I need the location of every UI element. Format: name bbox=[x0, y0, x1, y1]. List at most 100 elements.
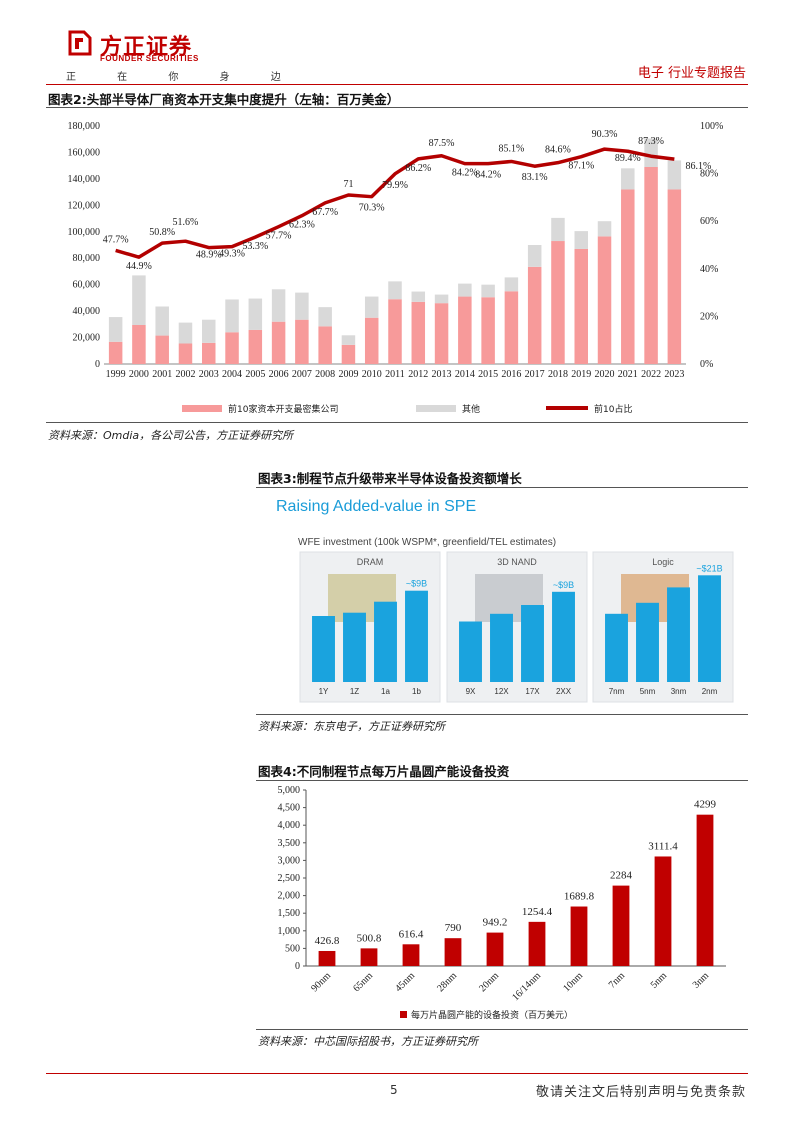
fig4-x-label: 90nm bbox=[309, 970, 333, 994]
y-tick-label: 5,000 bbox=[278, 785, 301, 796]
bar-other bbox=[504, 277, 519, 292]
header-divider bbox=[46, 84, 748, 85]
legend-label-fig4: 每万片晶圆产能的设备投资（百万美元） bbox=[411, 1009, 573, 1021]
bar-other bbox=[411, 291, 426, 302]
bar-other bbox=[178, 322, 193, 344]
right-tick-label: 80% bbox=[700, 169, 718, 180]
brand-name-en: FOUNDER SECURITIES bbox=[100, 54, 199, 63]
share-value-label: 87.5% bbox=[429, 138, 455, 149]
figure4-chart: 426.8 500.8 616.4 790 949.2 1254.4 1689.8 2284 3… bbox=[278, 785, 726, 1021]
bar-top10 bbox=[225, 332, 239, 364]
tel-x-label: 2XX bbox=[556, 687, 572, 696]
bar-other bbox=[108, 317, 123, 342]
panel-0-title: DRAM bbox=[357, 557, 384, 567]
left-tick-label: 120,000 bbox=[68, 200, 101, 211]
share-value-label: 86.1% bbox=[685, 161, 711, 172]
bar-top10 bbox=[621, 189, 635, 364]
left-tick-label: 40,000 bbox=[73, 306, 101, 317]
x-tick-label: 2002 bbox=[175, 369, 195, 380]
bar-top10 bbox=[551, 241, 565, 364]
share-value-label: 50.8% bbox=[149, 227, 175, 238]
y-tick-label: 1,500 bbox=[278, 908, 301, 919]
left-tick-label: 100,000 bbox=[68, 227, 101, 238]
fig4-value-label: 3111.4 bbox=[648, 840, 678, 852]
bar-top10 bbox=[458, 296, 472, 364]
fig4-x-label: 7nm bbox=[607, 970, 628, 991]
right-tick-label: 0% bbox=[700, 359, 713, 370]
x-tick-label: 2006 bbox=[269, 369, 289, 380]
bar-other bbox=[481, 284, 495, 298]
fig4-value-label: 426.8 bbox=[315, 935, 340, 947]
share-value-label: 44.9% bbox=[126, 261, 152, 272]
tel-bar bbox=[698, 575, 721, 682]
legend-swatch-fig4 bbox=[400, 1011, 407, 1018]
bar-other bbox=[341, 335, 356, 345]
figure2-bottom-rule bbox=[46, 422, 748, 423]
bar-top10 bbox=[388, 299, 402, 364]
right-tick-label: 100% bbox=[700, 121, 723, 132]
share-value-label: 53.3% bbox=[242, 241, 268, 252]
fig4-bar bbox=[654, 856, 672, 966]
bar-other bbox=[364, 296, 379, 318]
left-tick-label: 160,000 bbox=[68, 147, 101, 158]
x-tick-label: 2010 bbox=[362, 369, 382, 380]
panel-1-title: 3D NAND bbox=[497, 557, 537, 567]
figure4-bottom-rule bbox=[256, 1029, 748, 1030]
share-value-label: 85.1% bbox=[498, 143, 524, 154]
legend-label-share: 前10占比 bbox=[594, 403, 632, 415]
left-tick-label: 180,000 bbox=[68, 121, 101, 132]
figure4-title: 图表4:不同制程节点每万片晶圆产能设备投资 bbox=[258, 764, 510, 779]
figure2-title: 图表2:头部半导体厂商资本开支集中度提升（左轴：百万美金） bbox=[48, 92, 400, 107]
bar-top10 bbox=[481, 297, 495, 364]
bar-top10 bbox=[271, 321, 286, 364]
share-value-label: 70.3% bbox=[359, 203, 385, 214]
bar-top10 bbox=[178, 343, 193, 364]
x-tick-label: 2004 bbox=[222, 369, 242, 380]
y-tick-label: 3,500 bbox=[278, 838, 301, 849]
bar-other bbox=[388, 281, 402, 300]
x-tick-label: 2020 bbox=[595, 369, 615, 380]
figure3-subheading: WFE investment (100k WSPM*, greenfield/T… bbox=[298, 537, 556, 548]
figure3-image: Raising Added-value in SPE WFE investmen… bbox=[276, 498, 734, 703]
bar-top10 bbox=[667, 189, 682, 364]
fig4-bar bbox=[444, 938, 462, 966]
share-value-label: 67.7% bbox=[312, 207, 338, 218]
x-tick-label: 2013 bbox=[432, 369, 452, 380]
x-tick-label: 2014 bbox=[455, 369, 475, 380]
fig4-x-label: 20nm bbox=[477, 970, 501, 994]
figure2-chart: 47.7% 44.9% 50.8%51.6% 48.9%49.3%53.3%57.7%… bbox=[68, 121, 724, 415]
footer-disclaimer: 敬请关注文后特别声明与免责条款 bbox=[535, 1085, 746, 1100]
bar-other bbox=[527, 245, 542, 267]
tel-bar bbox=[636, 602, 659, 682]
share-value-label: 90.3% bbox=[592, 129, 618, 140]
bar-other bbox=[597, 221, 612, 237]
slogan: 正 在 你 身 边 bbox=[66, 72, 293, 83]
bar-top10 bbox=[132, 324, 146, 364]
bar-top10 bbox=[295, 319, 309, 364]
bar-other bbox=[318, 307, 332, 327]
y-tick-label: 3,000 bbox=[278, 855, 301, 866]
tel-annotation: ~$21B bbox=[696, 563, 722, 573]
bar-other bbox=[621, 168, 635, 190]
x-tick-label: 2015 bbox=[478, 369, 498, 380]
share-value-label: 51.6% bbox=[173, 217, 199, 228]
figure2-source: 资料来源：Omdia，各公司公告，方正证券研究所 bbox=[48, 429, 294, 442]
right-tick-label: 60% bbox=[700, 216, 718, 227]
x-tick-label: 2009 bbox=[338, 369, 358, 380]
share-value-label: 79.9% bbox=[382, 180, 408, 191]
bar-other bbox=[644, 138, 658, 167]
page-number: 5 bbox=[390, 1083, 398, 1097]
fig4-x-label: 3nm bbox=[691, 970, 712, 991]
fig4-value-label: 2284 bbox=[610, 870, 633, 882]
x-tick-label: 2011 bbox=[385, 369, 405, 380]
figure3-bottom-rule bbox=[256, 714, 748, 715]
tel-bar bbox=[667, 587, 690, 682]
fig4-x-label: 10nm bbox=[561, 970, 585, 994]
x-tick-label: 2023 bbox=[664, 369, 684, 380]
tel-x-label: 1Y bbox=[319, 687, 329, 696]
fig4-bar bbox=[696, 814, 714, 966]
bar-other bbox=[434, 294, 449, 304]
report-type: 电子 行业专题报告 bbox=[637, 66, 746, 81]
share-value-label: 89.4% bbox=[615, 153, 641, 164]
figure4-top-rule bbox=[256, 780, 748, 781]
